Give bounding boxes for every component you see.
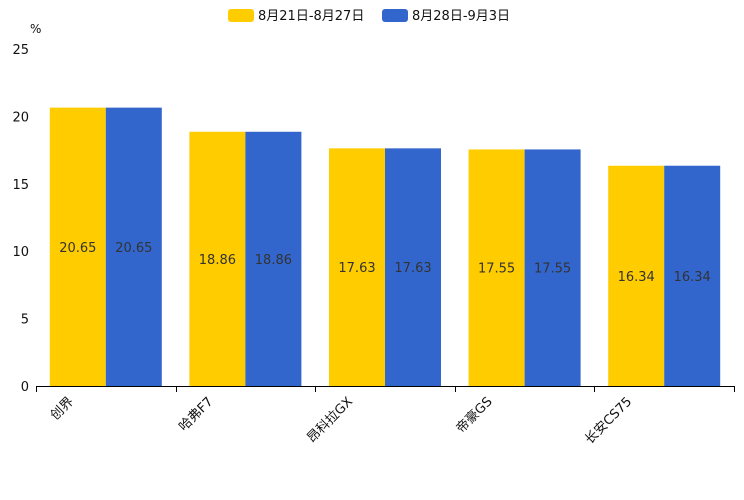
data-label: 16.34 [674,270,711,285]
y-tick-label: 10 [12,245,29,260]
bar-1-4[interactable] [468,149,525,386]
bar-1-2[interactable] [189,131,246,386]
data-label: 16.34 [618,270,655,285]
y-tick-label: 15 [12,178,29,193]
y-axis: 0 5 10 15 20 25 [12,43,29,395]
bar-1-1[interactable] [49,107,106,386]
x-category-label: 长安CS75 [582,394,635,447]
bar-1-3[interactable] [329,148,385,386]
y-axis-unit: % [30,22,41,36]
data-label: 17.55 [478,262,515,277]
bar-2-1[interactable] [105,107,162,386]
bars: 20.65 20.65 18.86 18.86 17.63 17.63 17.55 17.55… [49,107,721,386]
data-label: 17.63 [338,261,375,276]
y-tick-label: 20 [12,110,29,125]
data-label: 18.86 [255,253,292,268]
data-label: 20.65 [115,241,152,256]
legend: 8月21日-8月27日 8月28日-9月3日 [228,9,510,24]
bar-2-4[interactable] [524,149,581,386]
data-label: 17.55 [534,262,571,277]
legend-swatch-1[interactable] [228,9,254,22]
x-category-label: 创界 [48,394,77,423]
y-tick-label: 0 [21,380,29,395]
x-category-label: 帝豪GS [453,394,496,437]
y-tick-label: 25 [12,43,29,58]
data-label: 17.63 [394,261,431,276]
bar-1-5[interactable] [608,165,665,386]
y-tick-label: 5 [21,313,29,328]
bar-2-3[interactable] [385,148,441,386]
legend-label-1[interactable]: 8月21日-8月27日 [258,9,364,24]
data-label: 18.86 [199,253,236,268]
legend-label-2[interactable]: 8月28日-9月3日 [412,9,510,24]
bar-2-2[interactable] [245,131,302,386]
x-category-label: 昂科拉GX [304,394,356,446]
x-axis: 创界 哈弗F7 昂科拉GX 帝豪GS 长安CS75 [36,386,735,447]
data-label: 20.65 [59,241,96,256]
bar-2-5[interactable] [664,165,721,386]
legend-swatch-2[interactable] [382,9,408,22]
x-category-label: 哈弗F7 [176,394,216,434]
